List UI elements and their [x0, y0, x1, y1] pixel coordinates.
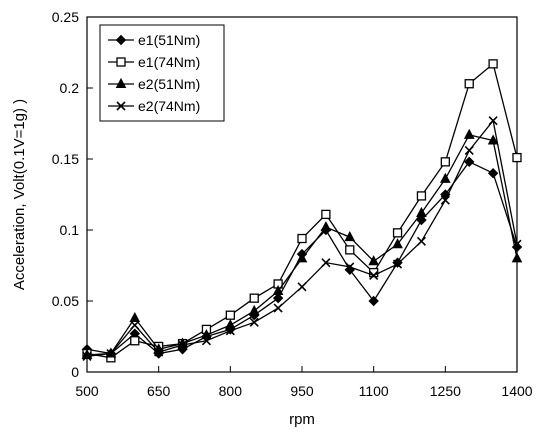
y-tick-label: 0.15 — [52, 151, 79, 167]
series-layer — [81, 59, 523, 363]
data-point — [201, 336, 212, 346]
data-point — [392, 259, 403, 269]
data-point — [321, 209, 331, 220]
data-point — [487, 134, 499, 145]
data-point — [297, 282, 307, 292]
data-point — [344, 231, 356, 242]
data-point — [368, 255, 379, 266]
legend-item: e2(74Nm) — [108, 98, 200, 114]
data-point — [296, 252, 308, 263]
series-4 — [82, 116, 522, 361]
data-point — [512, 152, 522, 163]
data-point — [416, 214, 427, 226]
data-point — [154, 347, 164, 357]
legend-item: e1(74Nm) — [108, 54, 200, 70]
data-point — [130, 320, 140, 330]
x-axis-title: rpm — [289, 411, 315, 428]
y-axis-title: Acceleration, Volt(0.1V=1g) ) — [11, 99, 28, 290]
data-point — [464, 156, 475, 168]
y-tick-label: 0.2 — [60, 80, 80, 96]
data-point — [440, 195, 450, 205]
legend-item: e1(51Nm) — [108, 32, 200, 48]
data-point — [272, 284, 284, 296]
legend-label: e2(51Nm) — [138, 76, 200, 92]
data-point — [416, 236, 427, 246]
data-point — [416, 191, 427, 201]
data-point — [487, 167, 499, 179]
legend-marker — [115, 34, 127, 46]
data-point — [320, 221, 332, 232]
y-tick-label: 0.1 — [60, 222, 80, 238]
data-point — [297, 233, 307, 244]
data-point — [129, 311, 141, 323]
y-axis-ticks: 0 0.05 0.1 0.15 0.2 0.25 — [52, 9, 93, 380]
legend-label: e1(51Nm) — [138, 32, 200, 48]
data-point — [321, 258, 331, 268]
data-point — [345, 245, 355, 255]
x-tick-label: 650 — [147, 383, 171, 399]
legend-marker — [115, 77, 127, 88]
data-point — [130, 336, 140, 346]
data-point — [369, 267, 379, 278]
y-tick-label: 0.25 — [52, 9, 79, 25]
data-point — [464, 79, 474, 89]
data-point — [416, 206, 427, 217]
data-point — [106, 348, 116, 359]
data-point — [249, 317, 259, 327]
data-point — [177, 340, 188, 350]
data-point — [82, 351, 92, 361]
data-point — [392, 238, 403, 249]
legend-item: e2(51Nm) — [108, 76, 200, 92]
data-point — [440, 157, 450, 167]
data-point — [512, 239, 522, 249]
data-point — [225, 326, 235, 336]
data-point — [368, 295, 379, 307]
x-tick-label: 1400 — [501, 383, 532, 399]
data-point — [511, 252, 523, 263]
legend-marker — [116, 57, 126, 67]
data-point — [345, 262, 355, 272]
legend-label: e1(74Nm) — [138, 54, 200, 70]
x-tick-label: 1100 — [359, 383, 389, 399]
y-tick-label: 0 — [71, 364, 79, 380]
legend-label: e2(74Nm) — [138, 98, 200, 114]
x-tick-label: 950 — [290, 383, 314, 399]
data-point — [488, 116, 498, 126]
data-point — [369, 270, 379, 281]
x-tick-label: 500 — [75, 383, 99, 399]
data-point — [201, 329, 212, 340]
data-point — [488, 59, 498, 69]
data-point — [225, 310, 235, 320]
x-axis-ticks: 500 650 800 950 1100 1250 1400 — [75, 366, 533, 399]
legend: e1(51Nm) e1(74Nm) e2(51Nm) e2(74Nm) — [99, 24, 225, 122]
data-point — [464, 145, 474, 156]
y-tick-label: 0.05 — [52, 293, 79, 309]
data-point — [463, 128, 475, 139]
x-tick-label: 1250 — [430, 383, 461, 399]
data-point — [392, 228, 403, 238]
data-point — [273, 303, 283, 313]
x-tick-label: 800 — [219, 383, 243, 399]
legend-marker — [116, 101, 126, 111]
data-point — [272, 292, 284, 304]
data-point — [248, 304, 260, 315]
data-point — [225, 319, 236, 330]
data-point — [249, 293, 259, 303]
data-point — [440, 172, 451, 183]
